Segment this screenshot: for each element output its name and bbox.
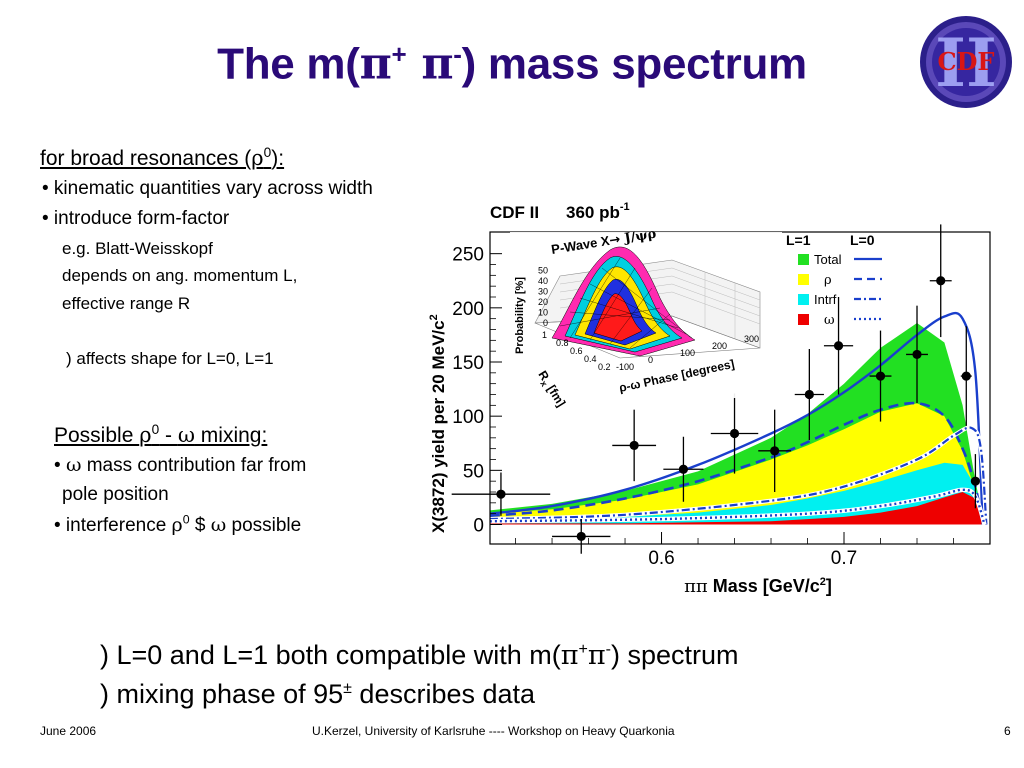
data-marker: [804, 389, 814, 400]
data-marker: [970, 476, 981, 486]
affects-shape-note: ) affects shape for L=0, L=1: [66, 349, 274, 368]
data-marker: [496, 489, 506, 499]
data-point: [960, 326, 972, 426]
curve-total-l1: [490, 311, 984, 525]
legend-label-omega: ω: [824, 313, 835, 328]
conclusion-compatible: ) L=0 and L=1 both compatible with m(π+π…: [100, 640, 739, 671]
footer-page-number: 6: [1004, 724, 1011, 738]
broad-resonances-heading: for broad resonances (ρ0):: [40, 145, 285, 170]
inset-rx-ticks: 1 0.80.60.40.2: [542, 330, 611, 372]
y-tick-label: 50: [463, 461, 484, 482]
curve-rho-l0: [490, 401, 984, 525]
sub-effective-range: effective range R: [62, 294, 191, 313]
data-point: [758, 409, 792, 492]
legend-swatch-omega: [798, 314, 809, 325]
legend-label-total: Total: [814, 252, 842, 267]
mixing-heading: Possible ρ0 - ω mixing:: [54, 422, 268, 447]
x-tick-label: 0.6: [648, 548, 674, 569]
inset-z-label: Probability [%]: [514, 277, 526, 354]
inset-rx-tick: 0.2: [598, 362, 611, 372]
data-marker: [576, 531, 586, 542]
data-point: [710, 393, 759, 474]
data-marker: [678, 464, 689, 474]
data-point: [869, 330, 892, 422]
experiment-label: CDF II: [490, 203, 539, 222]
y-tick-label: 100: [452, 407, 484, 428]
curve-intrf-l0: [490, 426, 988, 525]
data-marker: [936, 276, 946, 286]
luminosity-label: 360 pb-1: [566, 201, 630, 222]
legend-swatch-intrf: [798, 294, 809, 305]
y-axis-label: X(3872) yield per 20 MeV/c2: [428, 314, 448, 533]
data-point: [451, 472, 551, 516]
bullet-interference: • interference ρ0 $ ω possible: [54, 512, 302, 536]
data-point: [663, 436, 704, 502]
inset-z-tick: 40: [538, 276, 548, 286]
logo-text: CDF: [938, 47, 995, 76]
legend: L=1 L=0 Total ρ Intrf ω: [786, 232, 882, 328]
data-marker: [961, 371, 971, 381]
data-marker: [770, 446, 780, 456]
inset-rx-tick: 0.6: [570, 346, 583, 356]
sub-blatt-weisskopf: e.g. Blatt-Weisskopf: [62, 239, 213, 258]
y-tick-label: 150: [452, 353, 484, 374]
legend-header-l0: L=0: [850, 232, 875, 248]
inset-z-tick: 30: [538, 287, 548, 297]
legend-label-intrf: Intrf: [814, 292, 837, 307]
bullet-kinematic: • kinematic quantities vary across width: [42, 178, 373, 199]
conclusion-mixing-phase: ) mixing phase of 95± describes data: [100, 679, 536, 709]
data-point: [906, 305, 928, 404]
inset-phase-tick: 200: [712, 341, 727, 351]
legend-header-l1: L=1: [786, 232, 811, 248]
inset-phase-tick: 300: [744, 334, 759, 344]
legend-label-rho: ρ: [824, 273, 832, 288]
footer-date: June 2006: [40, 724, 97, 738]
data-marker: [629, 440, 639, 451]
inset-plot: P-Wave X→ J/ψρ Probability [%] 010203040…: [510, 227, 782, 409]
inset-phase-ticks: -100 0 100 200 300: [616, 334, 759, 372]
bullet-form-factor: • introduce form-factor: [42, 208, 230, 229]
conclusions: ) L=0 and L=1 both compatible with m(π+π…: [100, 636, 738, 713]
footer-center: U.Kerzel, University of Karlsruhe ---- W…: [312, 724, 675, 738]
y-tick-label: 250: [452, 245, 484, 266]
data-marker: [833, 341, 844, 351]
sub-ang-momentum: depends on ang. momentum L,: [62, 266, 298, 285]
data-point: [823, 297, 854, 395]
inset-phase-tick: 0: [648, 355, 653, 365]
bullet-omega-mass: • ω mass contribution far from: [54, 454, 307, 476]
inset-z-tick: 0: [543, 318, 548, 328]
data-point: [929, 224, 952, 338]
data-marker: [875, 371, 886, 381]
legend-swatch-total: [798, 254, 809, 265]
inset-phase-tick: 100: [680, 348, 695, 358]
data-marker: [912, 349, 922, 360]
inset-rx-tick: 0.8: [556, 338, 569, 348]
plot-area: [451, 224, 989, 554]
cdf-logo: II CDF: [920, 16, 1012, 108]
inset-rx-tick: 0.4: [584, 354, 597, 364]
bullet-omega-mass-cont: pole position: [62, 484, 169, 505]
inset-rx-tick: 1: [542, 330, 547, 340]
x-tick-label: 0.7: [831, 548, 857, 569]
mass-spectrum-chart: CDF II 360 pb-1 X(3872) yield per 20 MeV…: [428, 201, 991, 597]
logo-numeral: II: [935, 24, 997, 102]
curve-omega-l0: [490, 488, 986, 525]
y-tick-label: 200: [452, 299, 484, 320]
data-point: [970, 454, 981, 509]
legend-swatch-rho: [798, 274, 809, 285]
inset-z-tick: 10: [538, 308, 548, 318]
inset-z-tick: 50: [538, 266, 548, 276]
data-marker: [729, 428, 740, 439]
band-omega: [490, 492, 985, 525]
inset-phase-tick: -100: [616, 362, 634, 372]
slide-title: The m(π+ π-) mass spectrum: [217, 38, 807, 90]
data-point: [612, 409, 657, 482]
y-tick-label: 0: [473, 516, 484, 537]
data-point: [794, 349, 824, 440]
x-axis-label: ππ Mass [GeV/c2]: [684, 576, 832, 597]
inset-z-tick: 20: [538, 297, 548, 307]
data-point: [552, 519, 611, 554]
